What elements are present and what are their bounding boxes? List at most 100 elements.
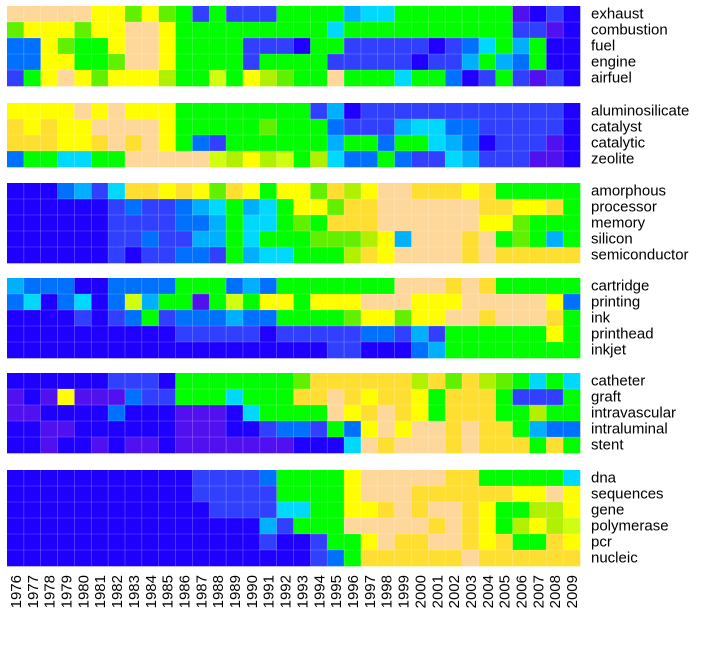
heatmap-cell [327, 470, 345, 487]
row-label: nucleic [591, 550, 638, 567]
heatmap-cell [57, 70, 75, 87]
heatmap-cell [344, 373, 362, 390]
heatmap-cell [7, 294, 25, 311]
heatmap-cell [462, 326, 480, 343]
heatmap-cell [124, 389, 143, 406]
heatmap-cell [259, 486, 277, 503]
heatmap-cell [462, 22, 480, 39]
heatmap-cell [344, 326, 362, 343]
heatmap-cell [57, 199, 75, 216]
heatmap-cell [411, 550, 429, 567]
heatmap-cell [259, 199, 277, 216]
heatmap-cell [91, 534, 109, 551]
heatmap-group [7, 373, 581, 454]
heatmap-cell [23, 294, 41, 311]
heatmap-cell [512, 502, 530, 519]
heatmap-cell [158, 534, 176, 551]
heatmap-cell [478, 215, 497, 232]
row-label: fuel [591, 38, 615, 55]
heatmap-cell [344, 550, 362, 567]
heatmap-cell [411, 215, 429, 232]
heatmap-cell [495, 310, 513, 327]
heatmap-cell [495, 534, 513, 551]
heatmap-cell [158, 22, 176, 39]
heatmap-cell [377, 373, 395, 390]
heatmap-cell [546, 215, 564, 232]
heatmap-cell [293, 215, 311, 232]
heatmap-cell [428, 119, 446, 136]
heatmap-cell [344, 103, 362, 120]
heatmap-cell [293, 22, 311, 39]
heatmap-cell [141, 518, 159, 535]
heatmap-cell [192, 54, 210, 71]
year-tick-label: 1992 [278, 575, 295, 608]
heatmap-cell [495, 389, 513, 406]
heatmap-cell [23, 70, 41, 87]
heatmap-cell [40, 373, 58, 390]
heatmap-cell [445, 502, 463, 519]
heatmap-cell [23, 119, 41, 136]
heatmap-cell [124, 310, 143, 327]
year-tick-label: 1984 [143, 575, 160, 608]
heatmap-cell [529, 294, 547, 311]
heatmap-cell [327, 231, 345, 248]
row-label: ink [591, 310, 611, 327]
heatmap-cell [428, 310, 446, 327]
heatmap-cell [310, 310, 328, 327]
heatmap-cell [360, 6, 379, 23]
heatmap-cell [7, 389, 25, 406]
heatmap-group [7, 6, 581, 87]
heatmap-cell [478, 199, 497, 216]
heatmap-cell [478, 518, 497, 535]
heatmap-cell [276, 199, 294, 216]
heatmap-cell [529, 405, 547, 422]
heatmap-cell [108, 22, 126, 39]
heatmap-cell [546, 342, 564, 359]
row-label: catalytic [591, 135, 646, 152]
heatmap-cell [124, 326, 143, 343]
heatmap-cell [529, 278, 547, 295]
heatmap-cell [175, 22, 193, 39]
heatmap-cell [276, 103, 294, 120]
heatmap-cell [445, 373, 463, 390]
year-tick-label: 1993 [294, 575, 311, 608]
heatmap-cell [411, 534, 429, 551]
heatmap-cell [108, 199, 126, 216]
heatmap-cell [57, 389, 75, 406]
heatmap-cell [57, 486, 75, 503]
heatmap-cell [512, 22, 530, 39]
heatmap-cell [327, 342, 345, 359]
heatmap-cell [242, 486, 261, 503]
heatmap-cell [394, 310, 412, 327]
heatmap-cell [293, 389, 311, 406]
heatmap-cell [57, 247, 75, 264]
heatmap-cell [310, 70, 328, 87]
row-label: silicon [591, 231, 633, 248]
heatmap-cell [40, 70, 58, 87]
heatmap-cell [124, 6, 143, 23]
heatmap-cell [344, 38, 362, 55]
heatmap-cell [478, 373, 497, 390]
heatmap-cell [377, 486, 395, 503]
heatmap-cell [478, 38, 497, 55]
heatmap-cell [7, 6, 25, 23]
heatmap-cell [478, 6, 497, 23]
heatmap-cell [276, 6, 294, 23]
heatmap-cell [462, 486, 480, 503]
heatmap-cell [158, 70, 176, 87]
heatmap-cell [310, 231, 328, 248]
heatmap-cell [7, 534, 25, 551]
heatmap-cell [74, 70, 92, 87]
heatmap-cell [242, 22, 261, 39]
heatmap-cell [360, 54, 379, 71]
heatmap-cell [91, 550, 109, 567]
heatmap-cell [57, 534, 75, 551]
heatmap-cell [141, 550, 159, 567]
heatmap-cell [310, 550, 328, 567]
heatmap-cell [310, 6, 328, 23]
heatmap-cell [91, 135, 109, 152]
heatmap-cell [23, 470, 41, 487]
heatmap-cell [411, 22, 429, 39]
heatmap-cell [344, 502, 362, 519]
heatmap-cell [478, 70, 497, 87]
